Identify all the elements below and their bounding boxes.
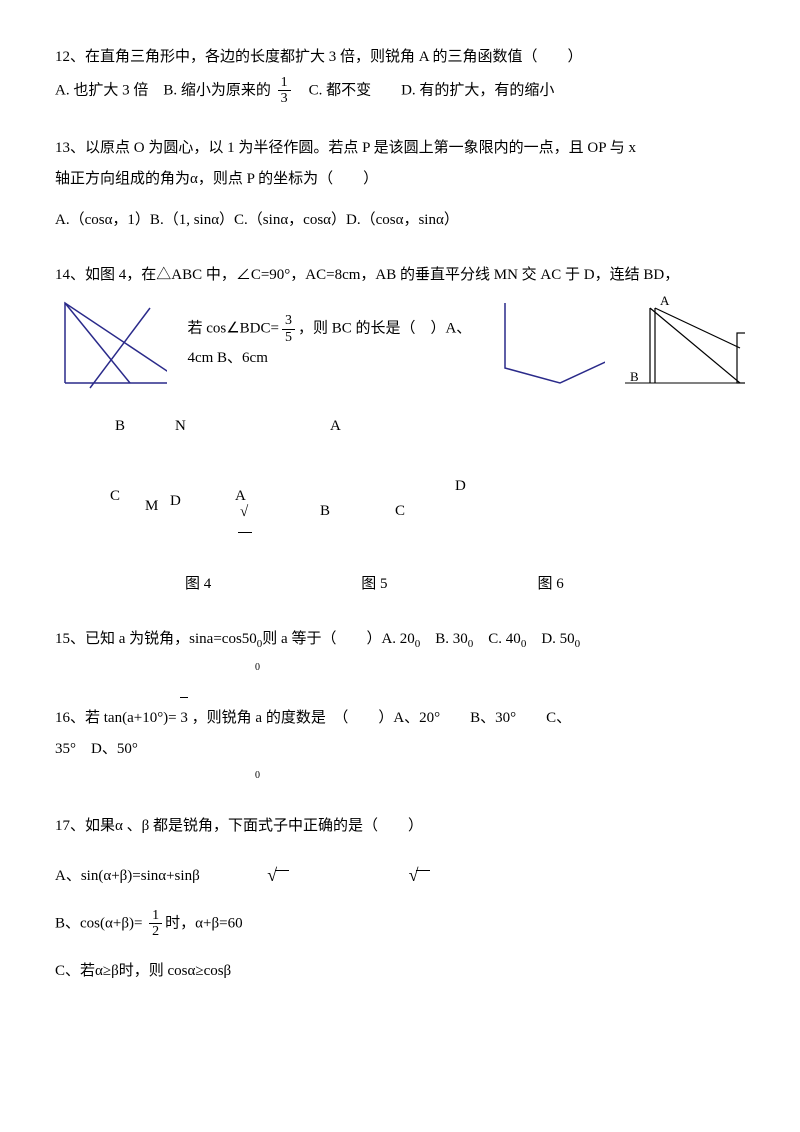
fig-captions: 图 4 图 5 图 6 (185, 571, 745, 598)
question-14: 14、如图 4，在△ABC 中，∠C=90°，AC=8cm，AB 的垂直平分线 … (55, 262, 745, 598)
q12-text: 12、在直角三角形中，各边的长度都扩大 3 倍，则锐角 A 的三角函数值（ ） (55, 44, 745, 71)
sqrt3-expr: 3 (180, 705, 188, 732)
q17-optC: C、若α≥β时，则 cosα≥cosβ (55, 958, 745, 985)
q16-l2: 35° D、50° (55, 736, 745, 763)
q17-optA: A、sin(α+β)=sinα+sinβ (55, 868, 200, 884)
q15-text: 15、已知 a 为锐角，sina=cos500则 a 等于（ ）A. 200 B… (55, 626, 745, 655)
figcap-6: 图 6 (538, 571, 564, 598)
figure-4-svg (55, 293, 167, 393)
q13-l2: 轴正方向组成的角为α，则点 P 的坐标为（ ） (55, 166, 745, 193)
q12-options: A. 也扩大 3 倍 B. 缩小为原来的 13 C. 都不变 D. 有的扩大，有… (55, 75, 745, 107)
q16-l1: 16、若 tan(a+10°)= 3 ，则锐角 a 的度数是 （ ）A、20° … (55, 705, 745, 732)
sqrt-icon-2: √ (267, 859, 291, 891)
stray-0-b: 0 (255, 767, 745, 785)
sqrt-icon-3: √ (409, 859, 433, 891)
question-17: 17、如果α 、β 都是锐角，下面式子中正确的是（ ） A、sin(α+β)=s… (55, 813, 745, 985)
q17-optB: B、cos(α+β)= 12时，α+β=60 (55, 908, 745, 940)
stray-0-a: 0 (255, 659, 745, 677)
figcap-5: 图 5 (361, 571, 387, 598)
q13-l1: 13、以原点 O 为圆心，以 1 为半径作圆。若点 P 是该圆上第一象限内的一点… (55, 135, 745, 162)
q12-optA-pre: A. 也扩大 3 倍 B. 缩小为原来的 (55, 82, 275, 98)
q14-l2-wrap: 若 cos∠BDC=35，则 BC 的长是（ ）A、4cm B、6cm (187, 313, 480, 372)
q17-optA-row: A、sin(α+β)=sinα+sinβ √ √ (55, 858, 745, 890)
q13-opts: A.（cosα，1）B.（1, sinα）C.（sinα，cosα）D.（cos… (55, 207, 745, 234)
q17-l1: 17、如果α 、β 都是锐角，下面式子中正确的是（ ） (55, 813, 745, 840)
lbl-M: M (145, 493, 158, 520)
q14-l2a: 若 cos∠BDC= (187, 321, 279, 337)
lbl-A1: A (330, 413, 341, 440)
question-15: 15、已知 a 为锐角，sina=cos500则 a 等于（ ）A. 200 B… (55, 626, 745, 677)
fig6-B: B (630, 369, 639, 384)
lbl-D2: D (455, 473, 466, 500)
scatter-labels: B N A C M D A √ B C D (55, 413, 745, 563)
q14-frac: 35 (282, 313, 295, 345)
q12-optC: C. 都不变 D. 有的扩大，有的缩小 (294, 82, 555, 98)
lbl-B2: B (320, 498, 330, 525)
lbl-N: N (175, 413, 186, 440)
lbl-C1: C (110, 483, 120, 510)
q14-l1: 14、如图 4，在△ABC 中，∠C=90°，AC=8cm，AB 的垂直平分线 … (55, 262, 745, 289)
q17-frac: 12 (149, 908, 162, 940)
lbl-D1: D (170, 488, 181, 515)
figure-5-svg (500, 298, 604, 388)
lbl-B: B (115, 413, 125, 440)
question-12: 12、在直角三角形中，各边的长度都扩大 3 倍，则锐角 A 的三角函数值（ ） … (55, 44, 745, 107)
fig6-A: A (660, 293, 670, 308)
question-13: 13、以原点 O 为圆心，以 1 为半径作圆。若点 P 是该圆上第一象限内的一点… (55, 135, 745, 234)
question-16: 16、若 tan(a+10°)= 3 ，则锐角 a 的度数是 （ ）A、20° … (55, 705, 745, 785)
figure-6-svg: A B C D (625, 293, 746, 393)
lbl-C2: C (395, 498, 405, 525)
q12-frac: 13 (278, 75, 291, 107)
figcap-4: 图 4 (185, 571, 211, 598)
